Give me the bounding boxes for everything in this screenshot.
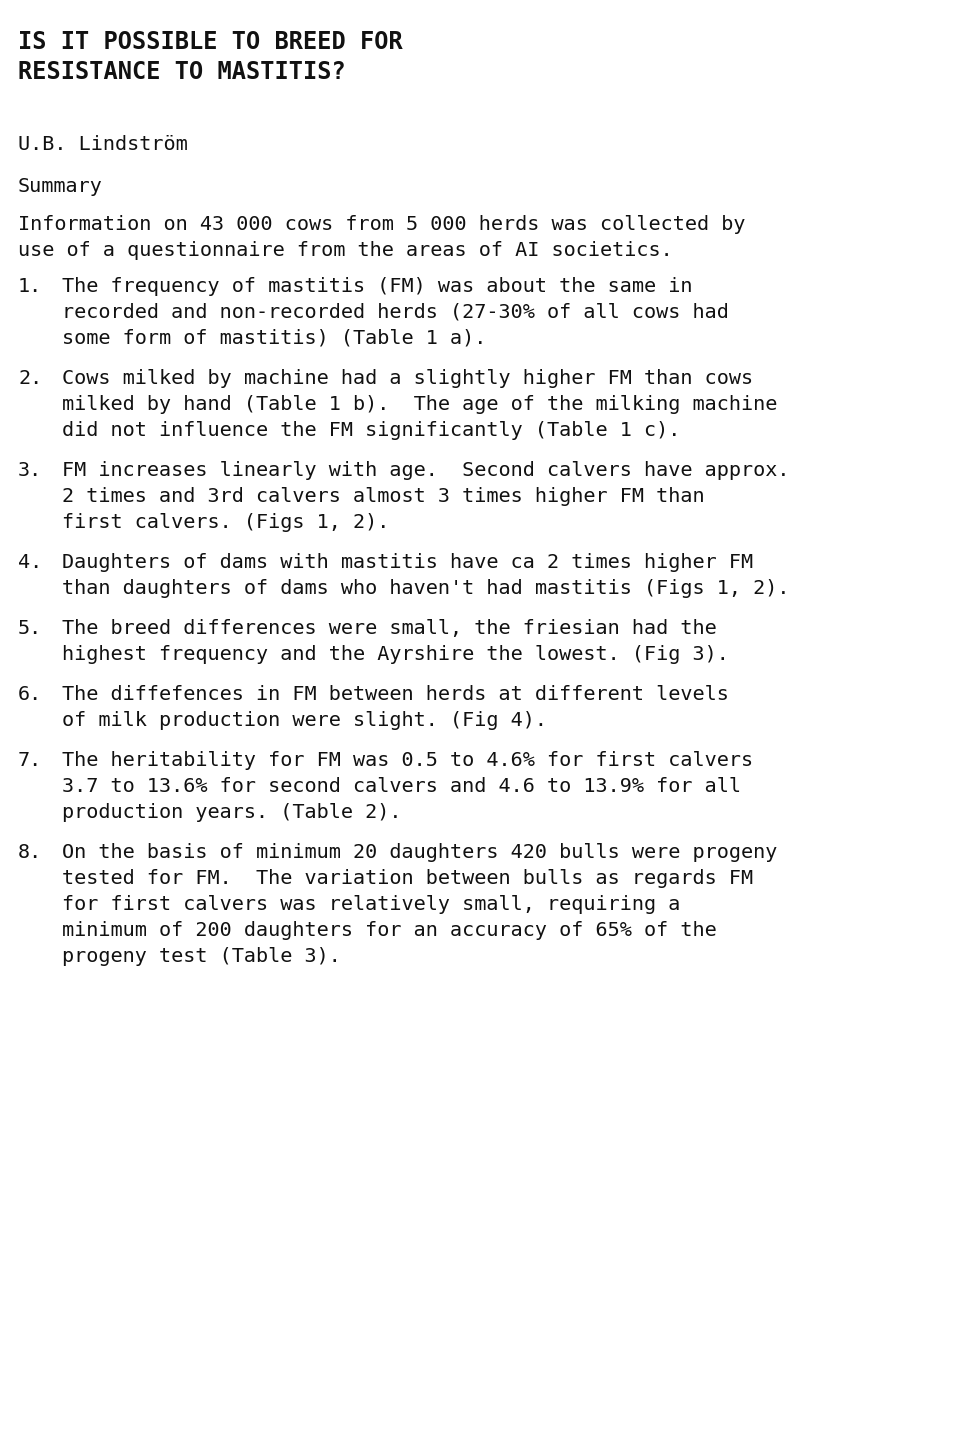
- Text: 8.: 8.: [18, 844, 42, 862]
- Text: first calvers. (Figs 1, 2).: first calvers. (Figs 1, 2).: [62, 513, 390, 532]
- Text: The frequency of mastitis (FM) was about the same in: The frequency of mastitis (FM) was about…: [62, 277, 692, 296]
- Text: Daughters of dams with mastitis have ca 2 times higher FM: Daughters of dams with mastitis have ca …: [62, 553, 754, 572]
- Text: 7.: 7.: [18, 751, 42, 769]
- Text: did not influence the FM significantly (Table 1 c).: did not influence the FM significantly (…: [62, 420, 681, 440]
- Text: 5.: 5.: [18, 619, 42, 638]
- Text: of milk production were slight. (Fig 4).: of milk production were slight. (Fig 4).: [62, 711, 547, 729]
- Text: milked by hand (Table 1 b).  The age of the milking machine: milked by hand (Table 1 b). The age of t…: [62, 395, 778, 415]
- Text: FM increases linearly with age.  Second calvers have approx.: FM increases linearly with age. Second c…: [62, 460, 789, 480]
- Text: recorded and non-recorded herds (27-30% of all cows had: recorded and non-recorded herds (27-30% …: [62, 303, 729, 322]
- Text: use of a questionnaire from the areas of AI societics.: use of a questionnaire from the areas of…: [18, 242, 673, 260]
- Text: production years. (Table 2).: production years. (Table 2).: [62, 804, 401, 822]
- Text: progeny test (Table 3).: progeny test (Table 3).: [62, 947, 341, 967]
- Text: The breed differences were small, the friesian had the: The breed differences were small, the fr…: [62, 619, 717, 638]
- Text: for first calvers was relatively small, requiring a: for first calvers was relatively small, …: [62, 895, 681, 914]
- Text: U.B. Lindström: U.B. Lindström: [18, 134, 188, 154]
- Text: IS IT POSSIBLE TO BREED FOR: IS IT POSSIBLE TO BREED FOR: [18, 30, 403, 54]
- Text: The heritability for FM was 0.5 to 4.6% for first calvers: The heritability for FM was 0.5 to 4.6% …: [62, 751, 754, 769]
- Text: 1.: 1.: [18, 277, 42, 296]
- Text: 3.7 to 13.6% for second calvers and 4.6 to 13.9% for all: 3.7 to 13.6% for second calvers and 4.6 …: [62, 776, 741, 797]
- Text: tested for FM.  The variation between bulls as regards FM: tested for FM. The variation between bul…: [62, 869, 754, 888]
- Text: some form of mastitis) (Table 1 a).: some form of mastitis) (Table 1 a).: [62, 329, 487, 347]
- Text: Cows milked by machine had a slightly higher FM than cows: Cows milked by machine had a slightly hi…: [62, 369, 754, 388]
- Text: 4.: 4.: [18, 553, 42, 572]
- Text: minimum of 200 daughters for an accuracy of 65% of the: minimum of 200 daughters for an accuracy…: [62, 921, 717, 940]
- Text: RESISTANCE TO MASTITIS?: RESISTANCE TO MASTITIS?: [18, 60, 346, 84]
- Text: 2.: 2.: [18, 369, 42, 388]
- Text: than daughters of dams who haven't had mastitis (Figs 1, 2).: than daughters of dams who haven't had m…: [62, 579, 789, 598]
- Text: 2 times and 3rd calvers almost 3 times higher FM than: 2 times and 3rd calvers almost 3 times h…: [62, 488, 705, 506]
- Text: 3.: 3.: [18, 460, 42, 480]
- Text: Summary: Summary: [18, 177, 103, 196]
- Text: Information on 43 000 cows from 5 000 herds was collected by: Information on 43 000 cows from 5 000 he…: [18, 214, 746, 235]
- Text: On the basis of minimum 20 daughters 420 bulls were progeny: On the basis of minimum 20 daughters 420…: [62, 844, 778, 862]
- Text: 6.: 6.: [18, 685, 42, 704]
- Text: The diffefences in FM between herds at different levels: The diffefences in FM between herds at d…: [62, 685, 729, 704]
- Text: highest frequency and the Ayrshire the lowest. (Fig 3).: highest frequency and the Ayrshire the l…: [62, 645, 729, 664]
